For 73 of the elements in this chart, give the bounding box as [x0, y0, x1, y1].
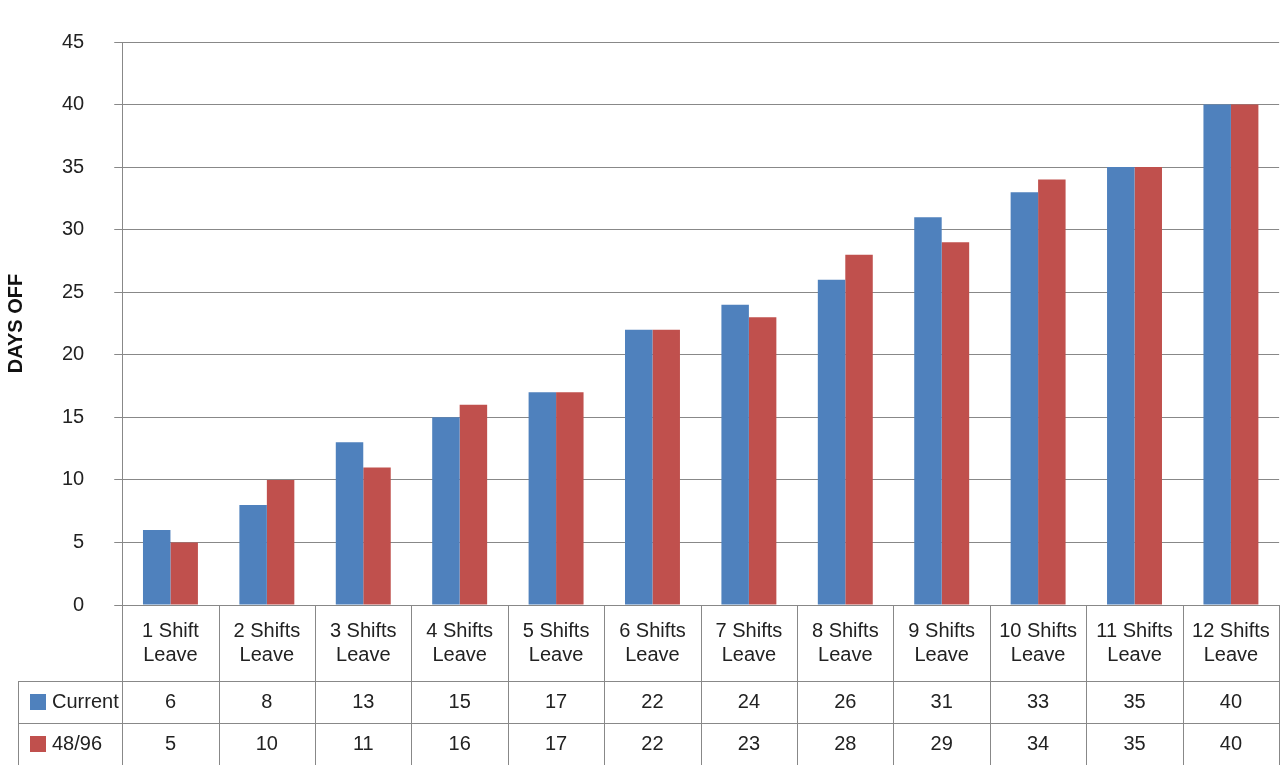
x-tick-label: 5 Shifts Leave: [522, 618, 590, 665]
bar: [170, 542, 198, 605]
x-tick-label: 3 Shifts Leave: [329, 618, 397, 665]
y-tick-label: 40: [62, 92, 85, 115]
x-tick-label: 2 Shifts Leave: [233, 618, 301, 665]
data-label: 22: [641, 731, 664, 754]
x-tick-label: 8 Shifts Leave: [811, 618, 879, 665]
bar: [748, 317, 777, 605]
x-tick-label: 6 Shifts Leave: [619, 618, 686, 665]
y-tick-label: 10: [62, 467, 85, 490]
bar: [914, 217, 942, 605]
bar: [459, 404, 488, 605]
data-label: 10: [255, 731, 278, 754]
legend-label: Current: [52, 689, 120, 712]
bar: [335, 442, 364, 605]
y-axis-title: DAYS OFF: [3, 273, 26, 374]
data-label: 28: [834, 731, 857, 754]
y-tick-label: 5: [73, 529, 85, 552]
data-label: 5: [164, 731, 177, 754]
y-tick-label: 30: [62, 217, 85, 240]
data-label: 35: [1123, 731, 1146, 754]
data-label: 16: [448, 731, 471, 754]
x-tick-label: 1 Shift Leave: [142, 618, 200, 665]
data-label: 34: [1026, 731, 1050, 754]
x-tick-label: 12 Shifts Leave: [1192, 618, 1270, 665]
bar: [1010, 192, 1039, 605]
bar: [1134, 167, 1162, 605]
y-tick-label: 45: [62, 29, 85, 52]
bar: [239, 504, 267, 605]
legend-label: 48/96: [52, 731, 103, 754]
bar: [625, 329, 653, 605]
x-tick-label: 9 Shifts Leave: [908, 618, 976, 665]
data-label: 29: [930, 731, 953, 754]
data-label: 35: [1123, 689, 1146, 712]
data-label: 33: [1026, 689, 1050, 712]
bar: [432, 417, 460, 605]
y-tick-label: 25: [62, 279, 85, 302]
data-label: 26: [834, 689, 857, 712]
bar: [1203, 104, 1231, 605]
y-tick-label: 20: [62, 342, 85, 365]
y-tick-label: 15: [62, 404, 85, 427]
bar: [142, 529, 171, 605]
bar: [528, 392, 557, 605]
bar: [556, 392, 584, 605]
bar: [845, 254, 873, 605]
data-label: 31: [930, 689, 953, 712]
data-label: 15: [448, 689, 471, 712]
bar: [817, 279, 846, 605]
y-tick-label: 35: [62, 154, 85, 177]
x-tick-label: 7 Shifts Leave: [715, 618, 783, 665]
data-label: 17: [544, 731, 568, 754]
bar: [652, 329, 680, 605]
bar: [363, 467, 391, 605]
data-label: 40: [1219, 731, 1243, 754]
bar: [266, 479, 295, 605]
bar: [1107, 167, 1135, 605]
x-tick-label: 11 Shifts Leave: [1096, 618, 1173, 665]
data-label: 17: [544, 689, 568, 712]
bar: [1038, 179, 1066, 605]
data-label: 6: [164, 689, 177, 712]
data-label: 11: [352, 731, 374, 754]
bar: [1230, 104, 1259, 605]
data-label: 24: [737, 689, 761, 712]
bar: [941, 242, 970, 605]
data-label: 8: [261, 689, 273, 712]
data-label: 13: [352, 689, 375, 712]
y-tick-label: 0: [73, 592, 85, 615]
data-label: 40: [1219, 689, 1243, 712]
bar: [721, 304, 749, 605]
x-tick-label: 4 Shifts Leave: [426, 618, 494, 665]
data-label: 22: [641, 689, 664, 712]
x-tick-label: 10 Shifts Leave: [999, 618, 1078, 665]
data-label: 23: [737, 731, 761, 754]
